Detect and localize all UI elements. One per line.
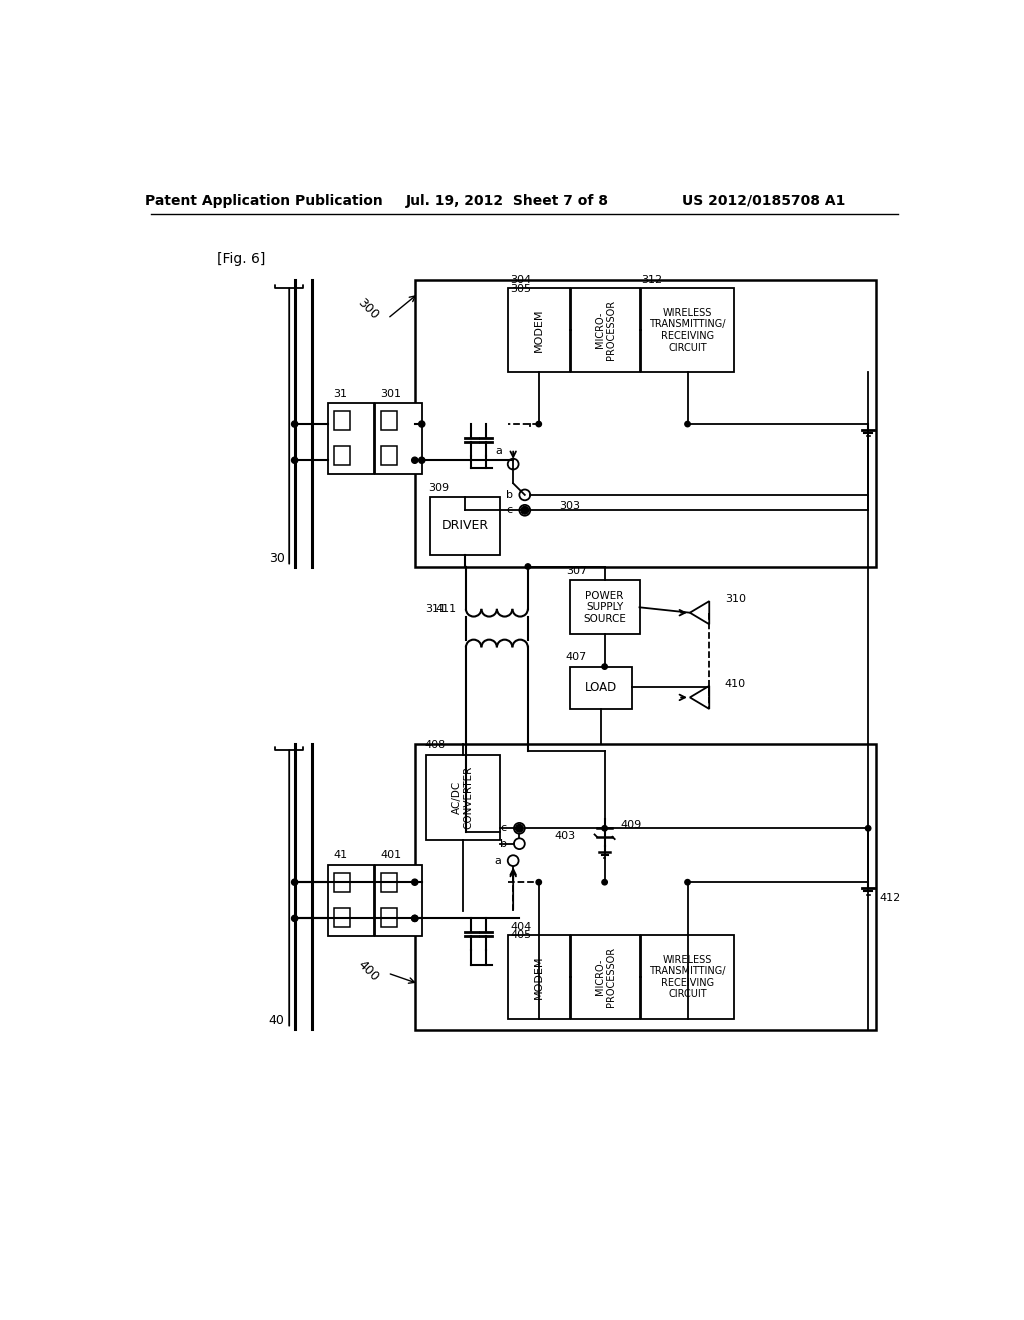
Bar (569, 667, 632, 709)
Circle shape (292, 879, 298, 886)
Circle shape (412, 915, 418, 921)
Text: WIRELESS
TRANSMITTING/
RECEIVING
CIRCUIT: WIRELESS TRANSMITTING/ RECEIVING CIRCUIT (649, 954, 726, 999)
Bar (426, 755, 500, 840)
Text: MODEM: MODEM (534, 956, 544, 999)
Circle shape (292, 421, 298, 428)
Circle shape (865, 825, 870, 832)
Bar (641, 288, 734, 372)
Bar (334, 873, 349, 892)
Text: 404: 404 (510, 921, 531, 932)
Text: 403: 403 (554, 832, 575, 841)
Text: WIRELESS
TRANSMITTING/
RECEIVING
CIRCUIT: WIRELESS TRANSMITTING/ RECEIVING CIRCUIT (649, 308, 726, 352)
Text: a: a (495, 855, 501, 866)
Circle shape (536, 421, 542, 426)
Text: 301: 301 (381, 389, 401, 399)
Circle shape (685, 421, 690, 426)
Text: 311: 311 (426, 603, 446, 614)
Text: 303: 303 (560, 502, 581, 511)
Bar (328, 866, 375, 936)
Text: 309: 309 (428, 483, 450, 492)
Circle shape (292, 915, 298, 921)
Bar (381, 908, 397, 927)
Bar (375, 866, 422, 936)
Bar (508, 935, 569, 1019)
Text: 401: 401 (381, 850, 401, 861)
Circle shape (419, 457, 425, 463)
Circle shape (602, 664, 607, 669)
Text: Patent Application Publication: Patent Application Publication (144, 194, 383, 207)
Text: 410: 410 (725, 678, 745, 689)
Bar (571, 935, 640, 1019)
Circle shape (292, 457, 298, 463)
Text: 405: 405 (510, 931, 531, 940)
Bar (430, 498, 500, 554)
Circle shape (515, 825, 523, 832)
Bar (381, 873, 397, 892)
Circle shape (412, 457, 418, 463)
Circle shape (685, 879, 690, 884)
Circle shape (412, 879, 418, 886)
Text: LOAD: LOAD (585, 681, 616, 694)
Bar (381, 411, 397, 430)
Bar (381, 446, 397, 465)
Text: 408: 408 (425, 741, 446, 750)
Text: 41: 41 (334, 850, 347, 861)
Bar (641, 935, 734, 1019)
Text: Jul. 19, 2012  Sheet 7 of 8: Jul. 19, 2012 Sheet 7 of 8 (407, 194, 609, 207)
Bar (569, 581, 640, 635)
Circle shape (521, 507, 528, 513)
Text: c: c (501, 824, 507, 833)
Text: US 2012/0185708 A1: US 2012/0185708 A1 (682, 194, 845, 207)
Text: 409: 409 (621, 820, 641, 830)
Text: b: b (501, 838, 507, 849)
Text: 40: 40 (268, 1014, 285, 1027)
Circle shape (419, 421, 425, 428)
Text: [Fig. 6]: [Fig. 6] (217, 252, 265, 265)
Text: b: b (506, 490, 513, 500)
Bar (375, 404, 422, 474)
Circle shape (525, 564, 530, 569)
Text: MODEM: MODEM (534, 309, 544, 352)
Text: 411: 411 (435, 603, 457, 614)
Bar (334, 446, 349, 465)
Text: MICRO-
PROCESSOR: MICRO- PROCESSOR (595, 946, 616, 1007)
Bar (508, 288, 569, 372)
Text: 407: 407 (566, 652, 587, 661)
Text: 310: 310 (725, 594, 745, 603)
Circle shape (536, 879, 542, 884)
Text: DRIVER: DRIVER (441, 519, 488, 532)
Text: MICRO-
PROCESSOR: MICRO- PROCESSOR (595, 300, 616, 360)
Text: 305: 305 (510, 284, 531, 293)
Bar (334, 411, 349, 430)
Bar (334, 908, 349, 927)
Text: a: a (496, 446, 503, 455)
Text: 304: 304 (510, 275, 531, 285)
Bar (415, 280, 876, 566)
Text: c: c (506, 506, 512, 515)
Bar (571, 288, 640, 372)
Text: 31: 31 (334, 389, 347, 399)
Text: POWER
SUPPLY
SOURCE: POWER SUPPLY SOURCE (584, 591, 626, 624)
Circle shape (602, 825, 607, 832)
Text: 30: 30 (268, 552, 285, 565)
Text: 300: 300 (355, 296, 381, 322)
Text: 400: 400 (355, 958, 381, 983)
Text: 312: 312 (641, 275, 663, 285)
Text: 307: 307 (566, 566, 587, 576)
Text: 412: 412 (880, 892, 901, 903)
Text: AC/DC
CONVERTER: AC/DC CONVERTER (452, 766, 473, 829)
Bar (415, 743, 876, 1030)
Circle shape (602, 879, 607, 884)
Bar (328, 404, 375, 474)
Circle shape (412, 915, 418, 921)
